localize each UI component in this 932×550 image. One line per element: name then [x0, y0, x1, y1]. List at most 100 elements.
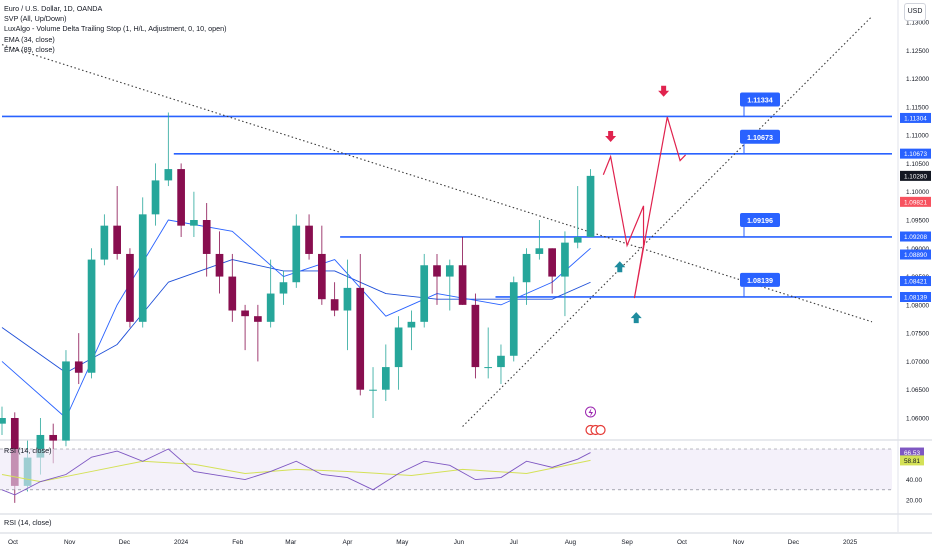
rsi-legend-empty-pane[interactable]: RSI (14, close)	[4, 518, 52, 527]
rsi-y-tick-label: 40.00	[906, 477, 922, 484]
level-label: 1.10673	[747, 133, 773, 142]
y-tick-label: 1.13000	[906, 20, 930, 27]
y-tick-label: 1.07000	[906, 359, 930, 366]
legend-ema34[interactable]: EMA (34, close)	[4, 34, 55, 44]
candle-body	[548, 248, 556, 277]
us-flag-event-icon	[595, 424, 606, 436]
candle-body	[318, 253, 326, 300]
x-tick-label: 2024	[174, 539, 189, 546]
candle-body	[381, 367, 390, 390]
price-axis-label-box	[900, 170, 931, 181]
arrow-up-icon	[614, 261, 626, 273]
y-tick-label: 1.09500	[906, 218, 930, 225]
candle-body	[330, 299, 339, 311]
candle-body	[305, 225, 313, 254]
candle-body	[100, 225, 109, 260]
candle-body	[356, 287, 365, 390]
rsi-band-fill	[0, 449, 892, 490]
price-axis-label-box	[900, 276, 931, 287]
level-label: 1.08139	[747, 276, 773, 285]
legend-ema89[interactable]: EMA (89, close)	[4, 44, 55, 54]
price-axis-label: 1.09821	[904, 199, 928, 206]
y-tick-label: 1.12500	[906, 48, 930, 55]
candle-body	[202, 220, 211, 254]
candle-body	[497, 355, 505, 368]
candle-body	[151, 180, 160, 215]
candle-body	[254, 316, 262, 322]
x-tick-label: Sep	[621, 539, 633, 546]
legend-luxalgo[interactable]: LuxAlgo - Volume Delta Trailing Stop (1,…	[4, 24, 227, 34]
candle-body	[190, 220, 198, 226]
candle-body	[445, 265, 454, 277]
price-axis-label: 1.09208	[904, 234, 928, 241]
candle-body	[215, 253, 224, 277]
y-tick-label: 1.07500	[906, 331, 930, 338]
price-axis-label-box	[900, 196, 931, 207]
candle-body	[0, 418, 6, 424]
x-tick-label: Nov	[733, 539, 745, 546]
price-axis-label: 1.10673	[904, 151, 928, 158]
x-tick-label: Aug	[565, 539, 577, 546]
price-axis-label: 1.11304	[904, 115, 927, 122]
candle-body	[509, 282, 518, 356]
candle-body	[420, 265, 429, 322]
y-tick-label: 1.09000	[906, 246, 930, 253]
rsi-line	[1, 448, 591, 496]
arrow-down-icon	[658, 85, 670, 97]
y-tick-label: 1.11000	[906, 133, 929, 140]
x-tick-label: Jun	[454, 539, 465, 546]
candle-body	[126, 253, 134, 322]
level-label: 1.09196	[747, 216, 773, 225]
ema34-line	[1, 219, 591, 419]
price-axis-label-box	[900, 112, 931, 123]
x-tick-label: Oct	[677, 539, 687, 546]
y-tick-label: 1.08000	[906, 302, 930, 309]
price-axis-label: 1.08890	[904, 252, 928, 259]
price-axis-label-box	[900, 231, 931, 242]
lightning-bolt-icon	[588, 408, 594, 417]
candle-body	[369, 389, 377, 391]
candle-body	[561, 242, 569, 277]
candle-body	[407, 321, 416, 328]
price-axis-label: 1.10280	[904, 173, 928, 180]
rsi-y-tick-label: 20.00	[906, 498, 922, 505]
level-label-box	[740, 212, 780, 227]
y-tick-label: 1.10500	[906, 161, 930, 168]
level-label-box	[740, 92, 780, 107]
x-tick-label: Dec	[119, 539, 131, 546]
y-tick-label: 1.11500	[906, 104, 929, 111]
candle-body	[49, 434, 58, 441]
y-tick-label: 1.10000	[906, 189, 930, 196]
trendline-ascending	[462, 15, 873, 427]
x-tick-label: Apr	[342, 539, 353, 546]
candle-body	[394, 327, 403, 368]
legend-svp[interactable]: SVP (All, Up/Down)	[4, 14, 67, 24]
rsi-axis-label-box	[900, 455, 924, 466]
y-tick-label: 1.06000	[906, 416, 930, 423]
level-label: 1.11334	[747, 95, 773, 104]
candle-body	[138, 214, 147, 322]
x-tick-label: May	[396, 539, 409, 546]
candle-body	[458, 265, 467, 305]
x-tick-label: Oct	[8, 539, 18, 546]
legend-symbol[interactable]: Euro / U.S. Dollar, 1D, OANDA	[4, 4, 103, 13]
candle-body	[484, 367, 493, 369]
rsi-axis-label: 58.81	[904, 458, 920, 465]
price-axis-label: 1.08139	[904, 294, 928, 301]
candle-body	[266, 293, 275, 322]
candle-body	[279, 282, 288, 294]
candle-body	[471, 304, 480, 368]
x-tick-label: Feb	[232, 539, 243, 546]
candle-body	[62, 361, 70, 441]
candle-body	[343, 287, 352, 311]
candle-body	[177, 169, 185, 226]
y-tick-label: 1.12000	[906, 76, 930, 83]
projection-path	[602, 116, 687, 299]
rsi-legend[interactable]: RSI (14, close)	[4, 446, 52, 455]
price-axis-label: 1.08421	[904, 279, 928, 286]
x-tick-label: 2025	[843, 539, 858, 546]
candle-body	[113, 225, 121, 254]
x-tick-label: Nov	[64, 539, 76, 546]
currency-button[interactable]: USD	[904, 3, 926, 21]
